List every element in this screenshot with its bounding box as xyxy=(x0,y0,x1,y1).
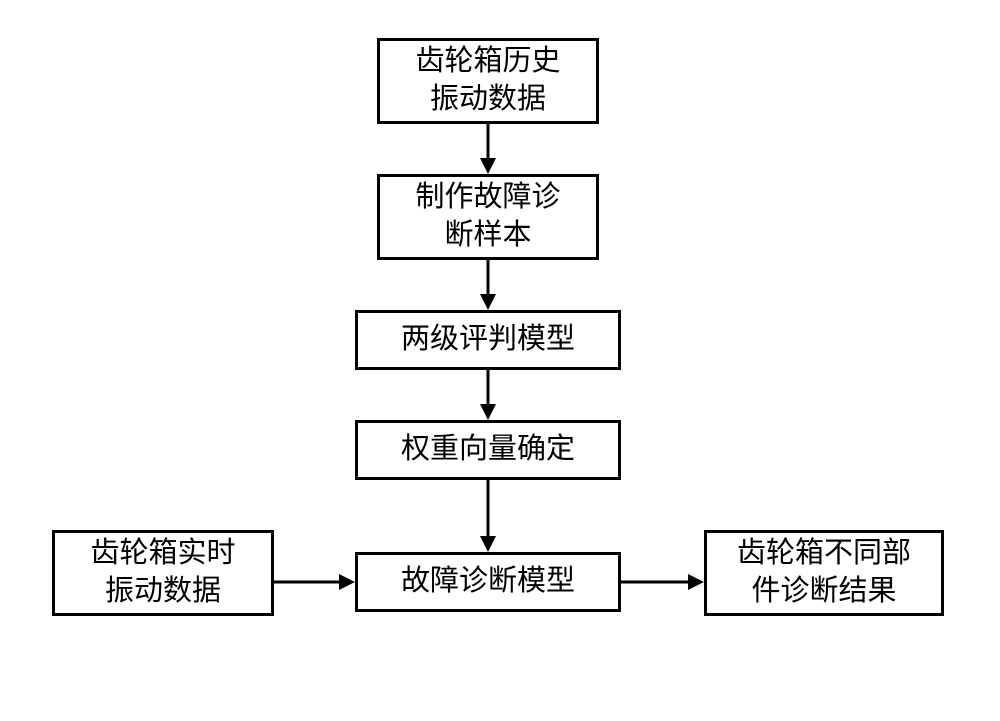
flow-edge-n6-n5 xyxy=(259,567,370,597)
flow-edge-n5-n7 xyxy=(606,567,719,597)
flow-node-label: 齿轮箱不同部 件诊断结果 xyxy=(737,535,911,610)
flow-node-label: 齿轮箱实时 振动数据 xyxy=(90,535,235,610)
flow-edge-n4-n5 xyxy=(473,465,503,567)
flow-node-n6: 齿轮箱实时 振动数据 xyxy=(52,530,274,616)
flow-edge-n3-n4 xyxy=(473,355,503,435)
flow-edge-n2-n3 xyxy=(473,245,503,325)
flow-node-label: 权重向量确定 xyxy=(401,431,575,469)
flow-node-n7: 齿轮箱不同部 件诊断结果 xyxy=(704,530,944,616)
flow-edge-n1-n2 xyxy=(473,109,503,189)
flow-node-label: 两级评判模型 xyxy=(401,321,575,359)
flow-node-label: 制作故障诊 断样本 xyxy=(415,179,560,254)
flow-node-label: 故障诊断模型 xyxy=(401,563,575,601)
flow-node-label: 齿轮箱历史 振动数据 xyxy=(415,43,560,118)
